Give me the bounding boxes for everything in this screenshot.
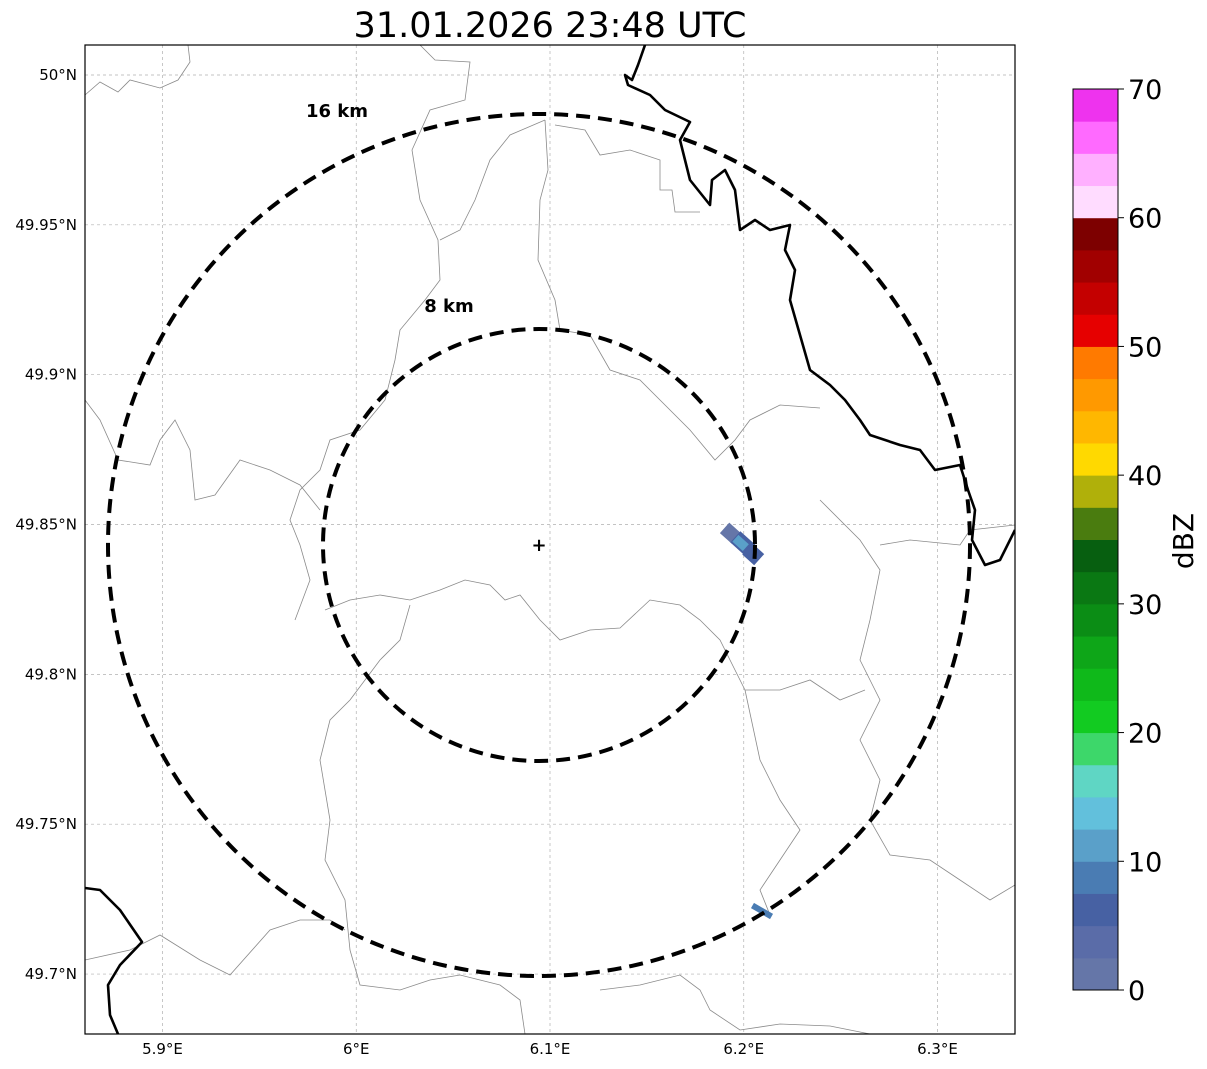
range-ring-16km <box>106 112 972 978</box>
colorbar-tick-label: 70 <box>1128 75 1162 106</box>
admin-border-west <box>85 45 191 96</box>
reflectivity-echoes <box>719 522 774 920</box>
range-rings: 8 km 16 km <box>106 101 972 978</box>
colorbar-swatch <box>1073 121 1118 154</box>
colorbar-swatch <box>1073 861 1118 894</box>
colorbar-label: dBZ <box>1167 513 1200 569</box>
colorbar-swatch <box>1073 796 1118 830</box>
lon-tick-label: 6.2°E <box>723 1040 764 1058</box>
figure-title: 31.01.2026 23:48 UTC <box>354 6 747 46</box>
longitude-labels: 5.9°E 6°E 6.1°E 6.2°E 6.3°E <box>142 1040 958 1058</box>
colorbar-tick-label: 50 <box>1128 332 1162 363</box>
colorbar-swatch <box>1073 249 1118 283</box>
admin-border-south-mid <box>324 579 866 701</box>
admin-border-east <box>819 499 1015 901</box>
echo-cell <box>750 902 774 920</box>
admin-border-ne2 <box>554 124 700 213</box>
admin-border-east2 <box>879 524 1015 546</box>
map-frame <box>84 44 1016 1035</box>
colorbar-swatch <box>1073 764 1118 798</box>
colorbar-swatch <box>1073 282 1118 315</box>
colorbar-swatch <box>1073 378 1118 412</box>
colorbar-swatch <box>1073 603 1118 637</box>
colorbar-swatch <box>1073 925 1118 959</box>
colorbar-tick-label: 30 <box>1128 590 1162 621</box>
range-ring-8km <box>321 327 757 763</box>
colorbar-swatch <box>1073 539 1118 573</box>
colorbar-swatch <box>1073 829 1118 862</box>
colorbar-swatch <box>1073 957 1118 991</box>
colorbar-tick-label: 20 <box>1128 719 1162 750</box>
colorbar-swatch <box>1073 475 1118 508</box>
colorbar-tick-label: 0 <box>1128 976 1145 1007</box>
colorbar-swatch <box>1073 668 1118 701</box>
colorbar-frame <box>1072 88 1119 991</box>
colorbar-swatch <box>1073 700 1118 734</box>
admin-border-north <box>289 45 471 621</box>
colorbar-swatch <box>1073 217 1118 251</box>
colorbar-swatches <box>1073 89 1118 991</box>
colorbar-swatch <box>1073 185 1118 219</box>
lon-tick-label: 6.3°E <box>917 1040 958 1058</box>
lon-tick-label: 6°E <box>343 1040 370 1058</box>
colorbar-swatch <box>1073 153 1118 187</box>
colorbar-tick-label: 10 <box>1128 847 1162 878</box>
lon-tick-label: 5.9°E <box>142 1040 183 1058</box>
colorbar-swatch <box>1073 346 1118 380</box>
admin-border-se <box>744 689 801 916</box>
colorbar-tick-label: 60 <box>1128 204 1162 235</box>
colorbar-ticks: 0 10 20 30 40 50 60 70 <box>1118 75 1162 1007</box>
colorbar: 0 10 20 30 40 50 60 70 dBZ <box>1072 75 1200 1007</box>
graticule <box>85 45 1015 1034</box>
lat-tick-label: 49.85°N <box>15 516 77 534</box>
ring-label-8km: 8 km <box>424 296 474 317</box>
echo-cell <box>732 534 749 551</box>
admin-border-central <box>537 119 821 461</box>
colorbar-swatch <box>1073 507 1118 540</box>
lat-tick-label: 49.9°N <box>25 366 77 384</box>
colorbar-swatch <box>1073 410 1118 444</box>
colorbar-tick-label: 40 <box>1128 461 1162 492</box>
radar-site-marker: + <box>531 535 546 556</box>
latitude-labels: 50°N 49.95°N 49.9°N 49.85°N 49.8°N 49.75°N 49.… <box>15 66 77 983</box>
colorbar-swatch <box>1073 442 1118 476</box>
lat-tick-label: 49.8°N <box>25 665 77 683</box>
admin-border-south-east <box>599 974 871 1034</box>
lat-tick-label: 49.75°N <box>15 815 77 833</box>
country-border-southwest <box>85 886 144 1034</box>
country-border-northeast <box>623 45 1015 567</box>
lat-tick-label: 49.7°N <box>25 965 77 983</box>
lat-tick-label: 50°N <box>39 66 77 84</box>
colorbar-swatch <box>1073 732 1118 766</box>
lon-tick-label: 6.1°E <box>530 1040 571 1058</box>
lat-tick-label: 49.95°N <box>15 216 77 234</box>
boundaries <box>85 45 1015 1034</box>
southeast-echo <box>750 902 774 920</box>
colorbar-swatch <box>1073 571 1118 605</box>
ring-label-16km: 16 km <box>306 101 368 122</box>
admin-border-south-west <box>319 604 526 1034</box>
colorbar-swatch <box>1073 636 1118 669</box>
admin-border-north-east <box>439 119 546 241</box>
colorbar-swatch <box>1073 314 1118 347</box>
map-area: 8 km 16 km + <box>84 44 1016 1035</box>
colorbar-swatch <box>1073 893 1118 927</box>
colorbar-swatch <box>1073 89 1118 122</box>
